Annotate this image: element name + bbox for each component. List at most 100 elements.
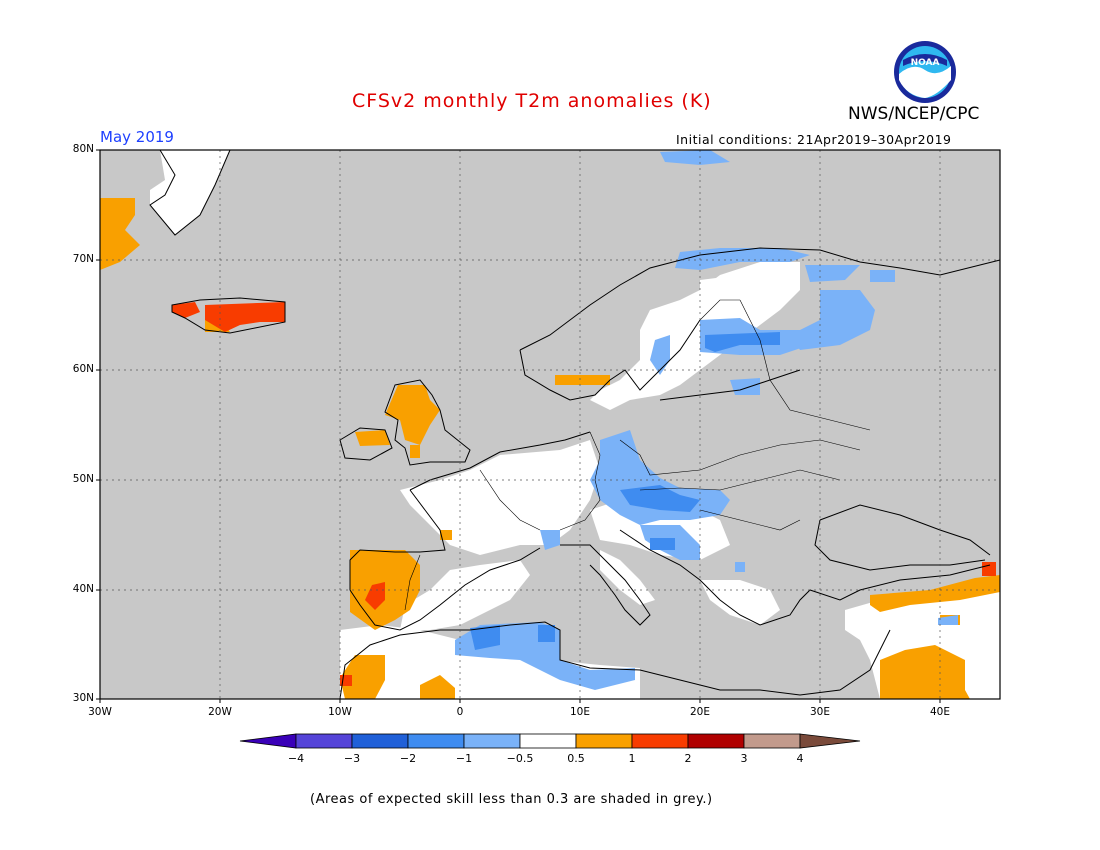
lat-label: 30N bbox=[72, 692, 94, 704]
cyprus-lightblue bbox=[938, 615, 958, 625]
black-sea-coast-south bbox=[814, 519, 986, 571]
colorbar-tick-label: 2 bbox=[684, 752, 692, 765]
lat-label: 50N bbox=[72, 473, 94, 485]
finland-blue bbox=[705, 332, 780, 352]
lon-label: 10E bbox=[570, 706, 590, 718]
alps-lightblue bbox=[540, 530, 560, 550]
colorbar-tick-label: −0.5 bbox=[506, 752, 534, 765]
algeria-blue bbox=[470, 625, 500, 650]
border-1 bbox=[559, 431, 601, 531]
logo-band bbox=[903, 54, 947, 66]
lon-label: 0 bbox=[456, 706, 464, 718]
serbia-blue bbox=[650, 538, 675, 550]
logo-text: NOAA bbox=[911, 58, 940, 68]
country-borders bbox=[404, 299, 871, 611]
finland-north-white bbox=[700, 275, 780, 305]
turkey-south-orange bbox=[870, 575, 1000, 612]
axis-ticks bbox=[96, 149, 941, 703]
lon-label: 20W bbox=[208, 706, 232, 718]
hungary-blue bbox=[620, 485, 700, 512]
map-background bbox=[100, 150, 1000, 699]
colorbar-swatch bbox=[743, 733, 801, 749]
colorbar-min-arrow bbox=[239, 733, 297, 749]
colorbar-swatch bbox=[351, 733, 409, 749]
lon-label: 20E bbox=[690, 706, 710, 718]
north-africa-coast bbox=[339, 621, 891, 700]
colorbar-swatch bbox=[519, 733, 577, 749]
kola-lightblue bbox=[805, 265, 860, 282]
lat-label: 70N bbox=[72, 253, 94, 265]
forecast-month: May 2019 bbox=[100, 128, 174, 146]
greenland-coast bbox=[149, 149, 231, 236]
colorbar-swatch bbox=[463, 733, 521, 749]
coastlines bbox=[149, 149, 1001, 700]
border-3 bbox=[639, 469, 841, 491]
levant-orange bbox=[880, 645, 970, 699]
agency-label: NWS/NCEP/CPC bbox=[848, 104, 980, 124]
algeria-west-orange bbox=[420, 675, 455, 699]
italy-white bbox=[600, 550, 655, 605]
border-2 bbox=[619, 439, 861, 476]
colorbar-tick-label: 4 bbox=[796, 752, 804, 765]
iberia-france-coast bbox=[349, 489, 541, 631]
colorbar-swatch bbox=[687, 733, 745, 749]
scandinavia-north-coast bbox=[519, 247, 1001, 351]
adriatic-aegean-coast bbox=[619, 529, 991, 626]
colorbar-tick-label: −3 bbox=[343, 752, 361, 765]
kola-east-lightblue bbox=[870, 270, 895, 282]
lat-label: 40N bbox=[72, 583, 94, 595]
noaa-logo-icon: NOAA bbox=[894, 41, 956, 103]
baltic-coast bbox=[659, 369, 801, 401]
britain-coast bbox=[384, 379, 471, 466]
lon-label: 30E bbox=[810, 706, 830, 718]
warm-anomaly-orange bbox=[100, 198, 1000, 699]
portugal-red bbox=[365, 582, 385, 610]
lat-label: 80N bbox=[72, 143, 94, 155]
western-europe-white bbox=[400, 440, 600, 555]
lon-label: 40E bbox=[930, 706, 950, 718]
iberia-interior-white bbox=[400, 560, 530, 630]
colorbar-tick-label: 1 bbox=[628, 752, 636, 765]
iceland-red bbox=[205, 302, 285, 332]
tunisia-blue bbox=[538, 625, 555, 642]
colorbar-tick-label: 0.5 bbox=[567, 752, 585, 765]
svalbard-lightblue bbox=[660, 150, 730, 165]
colorbar-swatch bbox=[575, 733, 633, 749]
england-south-orange bbox=[410, 445, 420, 458]
france-southwest-orange bbox=[440, 530, 452, 540]
initial-conditions: Initial conditions: 21Apr2019–30Apr2019 bbox=[676, 132, 952, 147]
colorbar-max-arrow bbox=[799, 733, 861, 749]
colorbar-swatch bbox=[407, 733, 465, 749]
lon-label: 10W bbox=[328, 706, 352, 718]
colorbar bbox=[239, 733, 861, 749]
ireland-orange bbox=[355, 430, 390, 446]
border-7 bbox=[479, 469, 541, 531]
border-4 bbox=[699, 509, 801, 531]
border-8 bbox=[404, 554, 421, 611]
lon-label: 30W bbox=[88, 706, 112, 718]
black-sea-coast-north bbox=[819, 504, 991, 556]
caucasus-red bbox=[982, 562, 996, 576]
italy-coast bbox=[560, 544, 651, 626]
map-frame bbox=[99, 149, 1001, 700]
logo-bird bbox=[899, 66, 951, 98]
border-6 bbox=[699, 299, 740, 321]
karelia-lightblue bbox=[790, 290, 875, 350]
cool-anomaly-blue bbox=[470, 332, 780, 650]
norway-south-orange bbox=[555, 375, 610, 385]
morocco-orange bbox=[340, 655, 385, 699]
warm-anomaly-red bbox=[172, 302, 996, 686]
map-title: CFSv2 monthly T2m anomalies (K) bbox=[352, 90, 712, 112]
scandinavia-south-coast bbox=[519, 319, 701, 401]
colorbar-tick-label: 3 bbox=[740, 752, 748, 765]
colorbar-tick-label: −2 bbox=[399, 752, 417, 765]
greenland-white bbox=[150, 150, 230, 235]
colorbar-tick-label: −4 bbox=[287, 752, 305, 765]
colorbar-tick-label: −1 bbox=[455, 752, 473, 765]
baltic-lightblue bbox=[730, 378, 760, 395]
colorbar-swatch bbox=[295, 733, 353, 749]
greenland-east-orange bbox=[100, 198, 140, 270]
lat-label: 60N bbox=[72, 363, 94, 375]
border-5 bbox=[739, 299, 871, 431]
